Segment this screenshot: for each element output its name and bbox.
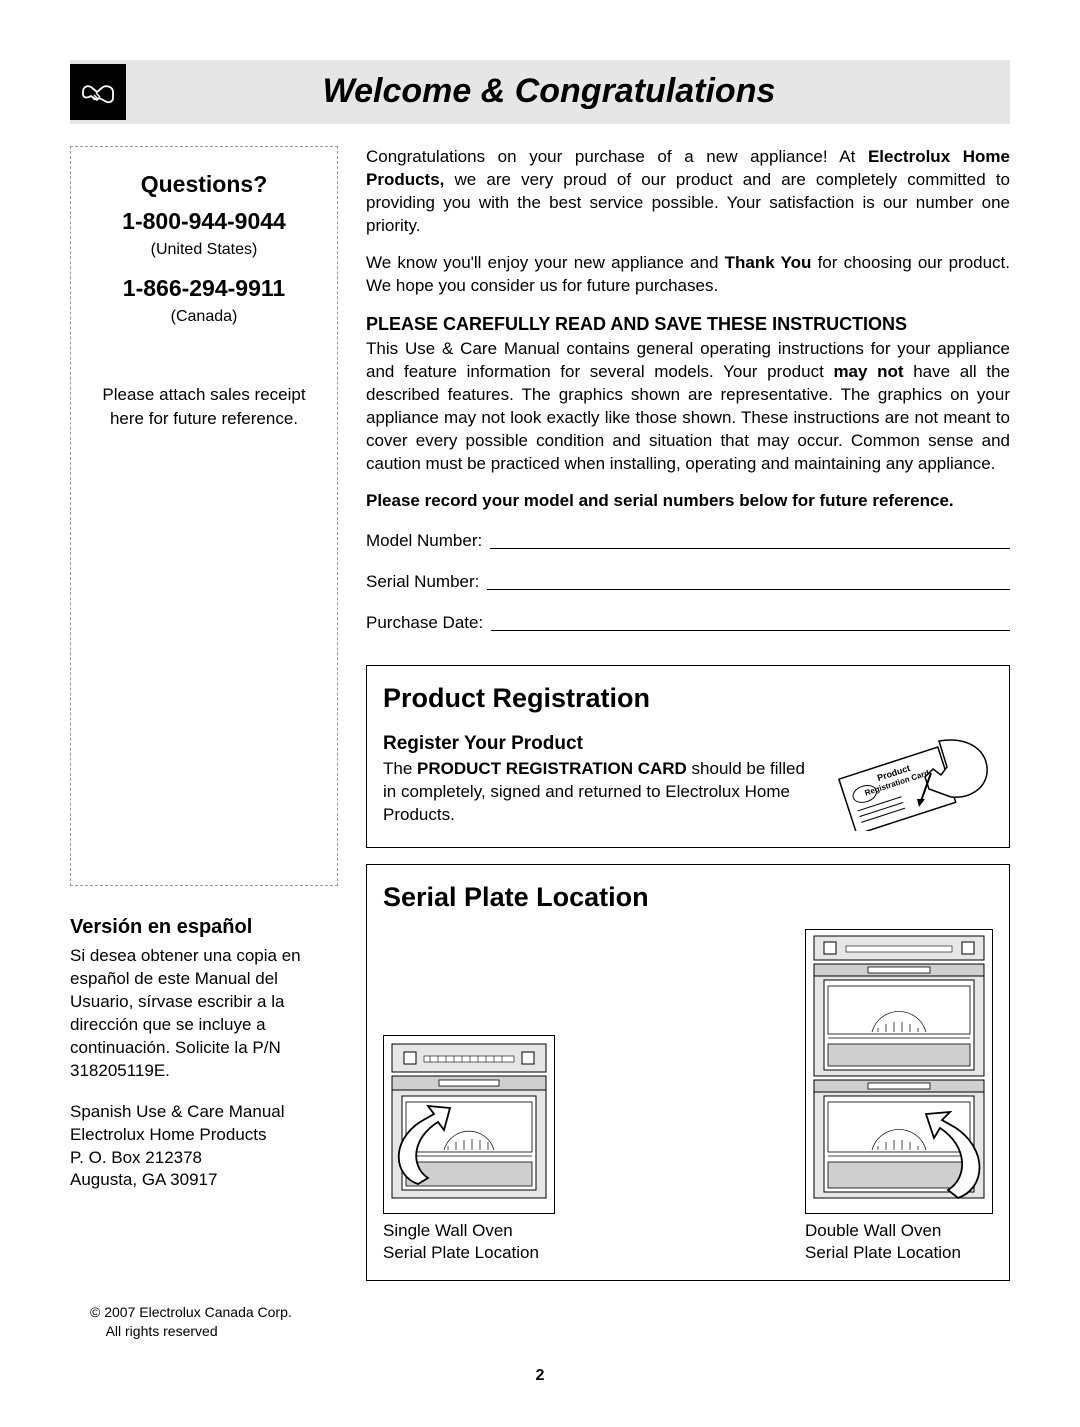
- caption-line: Single Wall Oven: [383, 1221, 513, 1240]
- double-oven-icon: [805, 929, 993, 1214]
- registration-body: The PRODUCT REGISTRATION CARD should be …: [383, 758, 813, 827]
- spanish-body: Si desea obtener una copia en español de…: [70, 945, 338, 1083]
- address-line: P. O. Box 212378: [70, 1147, 338, 1170]
- left-column: Questions? 1-800-944-9044 (United States…: [70, 146, 338, 1281]
- single-oven-icon: [383, 1035, 555, 1214]
- intro-paragraph: This Use & Care Manual contains general …: [366, 338, 1010, 476]
- field-label: Serial Number:: [366, 571, 479, 594]
- questions-box: Questions? 1-800-944-9044 (United States…: [70, 146, 338, 886]
- field-rule: [487, 589, 1010, 590]
- field-rule: [490, 548, 1010, 549]
- intro-paragraph: Congratulations on your purchase of a ne…: [366, 146, 1010, 238]
- handshake-icon: [70, 64, 126, 120]
- thank-you: Thank You: [725, 253, 812, 272]
- text: we are very proud of our product and are…: [366, 170, 1010, 235]
- address-line: Spanish Use & Care Manual: [70, 1101, 338, 1124]
- receipt-note: Please attach sales receipt here for fut…: [87, 383, 321, 431]
- registration-heading: Product Registration: [383, 680, 993, 716]
- page-title: Welcome & Congratulations: [144, 69, 1010, 115]
- copyright-line: All rights reserved: [106, 1323, 218, 1339]
- text: We know you'll enjoy your new appliance …: [366, 253, 725, 272]
- intro-paragraph: We know you'll enjoy your new appliance …: [366, 252, 1010, 298]
- instructions-header: PLEASE CAREFULLY READ AND SAVE THESE INS…: [366, 312, 1010, 336]
- record-instruction: Please record your model and serial numb…: [366, 490, 1010, 513]
- serial-plate-section: Serial Plate Location: [366, 864, 1010, 1282]
- registration-text: Register Your Product The PRODUCT REGIST…: [383, 731, 813, 827]
- copyright-line: © 2007 Electrolux Canada Corp.: [90, 1304, 292, 1320]
- double-oven-caption: Double Wall Oven Serial Plate Location: [805, 1220, 993, 1264]
- may-not: may not: [833, 362, 903, 381]
- questions-heading: Questions?: [87, 169, 321, 200]
- page-number: 2: [70, 1365, 1010, 1387]
- field-label: Model Number:: [366, 530, 482, 553]
- right-column: Congratulations on your purchase of a ne…: [366, 146, 1010, 1281]
- registration-card-icon: Product Registration Card: [829, 731, 993, 831]
- serial-plate-heading: Serial Plate Location: [383, 879, 993, 915]
- two-column-layout: Questions? 1-800-944-9044 (United States…: [70, 146, 1010, 1281]
- spanish-heading: Versión en español: [70, 914, 338, 941]
- register-subheading: Register Your Product: [383, 731, 813, 757]
- receipt-line: Please attach sales receipt: [102, 385, 305, 404]
- caption-line: Serial Plate Location: [383, 1243, 539, 1262]
- purchase-date-field[interactable]: Purchase Date:: [366, 612, 1010, 635]
- country-ca: (Canada): [87, 306, 321, 328]
- address-line: Augusta, GA 30917: [70, 1169, 338, 1192]
- product-registration-section: Product Registration Register Your Produ…: [366, 665, 1010, 847]
- model-number-field[interactable]: Model Number:: [366, 530, 1010, 553]
- phone-ca: 1-866-294-9911: [87, 273, 321, 304]
- card-name: PRODUCT REGISTRATION CARD: [417, 759, 687, 778]
- spanish-block: Versión en español Si desea obtener una …: [70, 914, 338, 1192]
- address-line: Electrolux Home Products: [70, 1124, 338, 1147]
- title-band: Welcome & Congratulations: [70, 60, 1010, 124]
- caption-line: Double Wall Oven: [805, 1221, 941, 1240]
- field-rule: [491, 630, 1010, 631]
- field-label: Purchase Date:: [366, 612, 483, 635]
- phone-us: 1-800-944-9044: [87, 206, 321, 237]
- copyright-footer: © 2007 Electrolux Canada Corp. All right…: [90, 1303, 1010, 1341]
- text: Congratulations on your purchase of a ne…: [366, 147, 868, 166]
- double-oven-block: Double Wall Oven Serial Plate Location: [805, 929, 993, 1264]
- country-us: (United States): [87, 239, 321, 261]
- caption-line: Serial Plate Location: [805, 1243, 961, 1262]
- receipt-line: here for future reference.: [110, 409, 298, 428]
- single-oven-caption: Single Wall Oven Serial Plate Location: [383, 1220, 555, 1264]
- intro-text: Congratulations on your purchase of a ne…: [366, 146, 1010, 635]
- text: The: [383, 759, 417, 778]
- single-oven-block: Single Wall Oven Serial Plate Location: [383, 1035, 555, 1264]
- serial-number-field[interactable]: Serial Number:: [366, 571, 1010, 594]
